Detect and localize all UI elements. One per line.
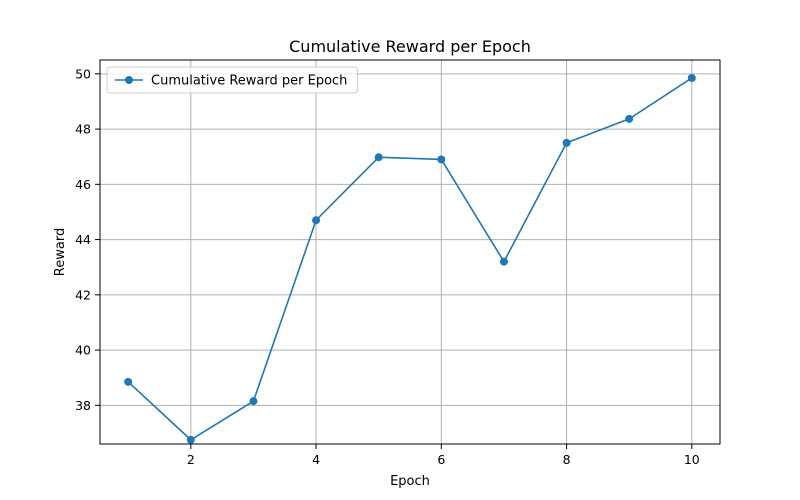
data-point (562, 138, 571, 147)
x-tick-label: 6 (437, 452, 445, 467)
y-tick-label: 40 (75, 343, 91, 358)
plot-frame (99, 59, 721, 445)
x-tick-label: 10 (684, 452, 700, 467)
x-tick-label: 4 (312, 452, 320, 467)
x-tick-label: 8 (563, 452, 571, 467)
y-tick-label: 50 (75, 66, 91, 81)
y-axis-label: Reward (53, 228, 68, 276)
y-tick-label: 44 (75, 232, 91, 247)
data-point (312, 216, 321, 225)
data-point (249, 397, 258, 406)
data-point (186, 435, 195, 444)
legend-label: Cumulative Reward per Epoch (151, 74, 347, 89)
y-tick-label: 38 (75, 398, 91, 413)
series-line (127, 77, 693, 441)
grid (100, 60, 720, 444)
series-layer (124, 73, 696, 444)
data-point (437, 155, 446, 164)
legend-marker-swatch (125, 76, 133, 84)
y-tick-label: 42 (75, 287, 91, 302)
y-tick-label: 48 (75, 122, 91, 137)
legend-box (106, 66, 358, 94)
data-point (374, 153, 383, 162)
x-tick-label: 2 (187, 452, 195, 467)
y-tick-label: 46 (75, 177, 91, 192)
data-point (124, 377, 133, 386)
data-point (687, 73, 696, 82)
data-point (499, 257, 508, 266)
data-point (625, 114, 634, 123)
chart-title: Cumulative Reward per Epoch (289, 37, 531, 56)
x-axis-label: Epoch (390, 474, 430, 489)
legend: Cumulative Reward per Epoch (106, 66, 358, 94)
